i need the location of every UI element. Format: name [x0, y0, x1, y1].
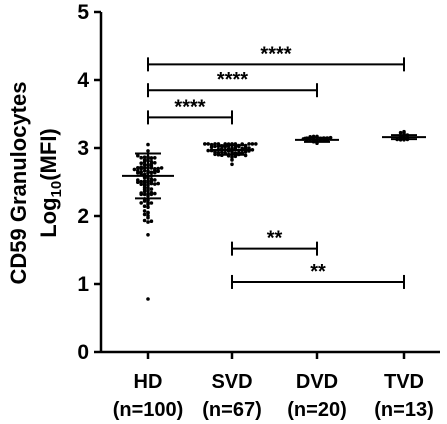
x-category-label: SVD	[211, 371, 252, 393]
data-point	[247, 142, 251, 146]
data-point	[209, 142, 214, 147]
x-category-count-label: (n=13)	[374, 399, 433, 421]
y-axis-label-line1: CD59 Granulocytes	[6, 82, 31, 285]
data-point	[156, 181, 160, 186]
data-point	[146, 233, 150, 237]
data-point	[156, 169, 160, 173]
data-point	[146, 205, 150, 209]
data-point	[250, 142, 255, 146]
y-tick-label: 1	[77, 273, 89, 296]
data-point	[243, 150, 248, 154]
data-point	[136, 153, 140, 158]
data-point	[153, 156, 157, 160]
data-point	[136, 171, 140, 175]
significance-label: ****	[260, 43, 291, 65]
data-point	[213, 144, 217, 148]
data-point	[142, 185, 147, 190]
data-point	[203, 142, 207, 146]
data-point	[132, 167, 137, 172]
data-point	[139, 201, 143, 205]
data-point	[233, 151, 238, 155]
x-category-label: HD	[134, 371, 163, 393]
data-point	[146, 297, 150, 301]
data-point	[142, 209, 147, 213]
y-axis-label-line2: Log10(MFI)	[36, 128, 65, 238]
data-point	[139, 192, 143, 197]
significance-label: **	[267, 228, 283, 250]
significance-label: ****	[217, 69, 248, 91]
significance-label: ****	[174, 96, 205, 118]
data-point	[230, 162, 234, 167]
data-point	[142, 163, 147, 167]
y-axis-label-unit: (MFI)	[36, 128, 61, 181]
data-point	[206, 148, 210, 153]
data-point	[142, 192, 147, 197]
data-point	[209, 145, 214, 149]
data-point	[220, 150, 224, 155]
data-point	[254, 142, 258, 146]
y-tick-label: 5	[77, 1, 89, 24]
data-point	[243, 145, 248, 150]
x-category-count-label: (n=100)	[113, 399, 184, 421]
data-point	[216, 150, 221, 155]
data-point	[146, 220, 150, 224]
data-point	[153, 167, 157, 171]
data-point	[142, 218, 147, 223]
data-point	[156, 166, 160, 171]
data-point	[146, 210, 150, 215]
data-point	[230, 155, 234, 159]
x-category-count-label: (n=20)	[287, 399, 346, 421]
y-tick-label: 0	[77, 341, 89, 364]
data-point	[213, 150, 217, 154]
data-point	[230, 158, 234, 162]
x-category-count-label: (n=67)	[202, 399, 261, 421]
data-point	[142, 181, 147, 185]
y-tick-label: 2	[77, 205, 89, 228]
y-axis-label-subscript: 10	[48, 181, 65, 198]
data-point	[142, 160, 147, 164]
data-point	[153, 182, 157, 186]
data-point	[149, 170, 154, 175]
y-tick-label: 4	[77, 69, 89, 92]
significance-label: **	[310, 261, 326, 283]
data-point	[149, 187, 154, 191]
data-point	[146, 149, 150, 153]
data-point	[149, 164, 154, 168]
data-point	[146, 215, 150, 220]
data-point	[206, 142, 210, 146]
data-point	[153, 161, 157, 165]
data-point	[149, 219, 154, 223]
data-point	[149, 201, 154, 205]
data-point	[247, 146, 251, 150]
x-category-label: TVD	[384, 371, 424, 393]
data-point	[142, 165, 147, 170]
data-point	[142, 204, 147, 208]
y-axis-label-log: Log	[36, 197, 61, 237]
data-point	[139, 161, 143, 165]
data-point	[139, 182, 143, 186]
data-point	[153, 191, 157, 196]
data-point	[142, 212, 147, 217]
data-point	[149, 192, 154, 197]
data-point	[149, 156, 154, 160]
data-point	[146, 142, 150, 147]
data-point	[139, 165, 143, 169]
data-point	[139, 155, 143, 160]
data-point	[146, 202, 150, 206]
plot-area: 0 1 2 3 4 5 HD (n=100) SVD (n=67) DVD (n=20) TVD (n=1…	[77, 1, 440, 421]
data-point	[398, 130, 403, 135]
data-point	[139, 179, 143, 184]
data-point	[240, 150, 244, 155]
x-category-label: DVD	[296, 371, 338, 393]
data-point	[149, 181, 154, 186]
data-point	[142, 169, 147, 173]
data-point	[153, 178, 157, 182]
data-point	[136, 166, 140, 170]
data-point	[142, 155, 147, 159]
y-tick-label: 3	[77, 137, 89, 160]
data-point	[159, 166, 164, 170]
data-point	[136, 178, 140, 182]
data-point	[149, 177, 154, 182]
